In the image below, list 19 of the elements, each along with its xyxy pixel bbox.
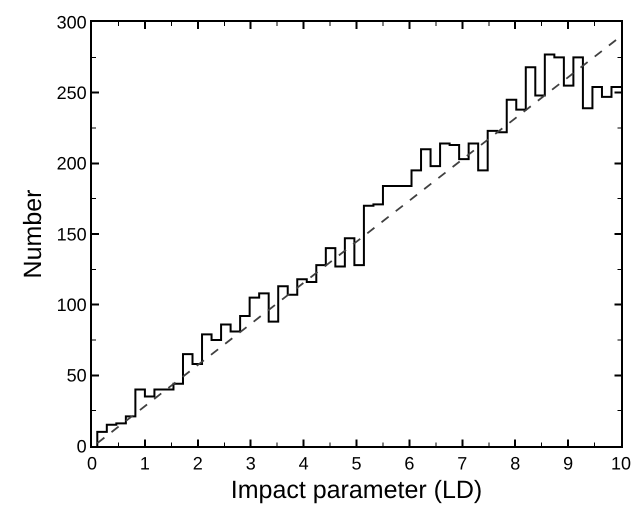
y-axis-title: Number bbox=[18, 190, 47, 278]
x-tick-label: 7 bbox=[457, 453, 468, 474]
x-tick-label: 5 bbox=[351, 453, 362, 474]
x-tick-label: 3 bbox=[246, 453, 256, 474]
x-axis-title: Impact parameter (LD) bbox=[230, 476, 482, 504]
x-tick-label: 4 bbox=[298, 453, 309, 474]
y-tick-label: 200 bbox=[56, 154, 87, 174]
x-tick-label: 10 bbox=[610, 453, 632, 474]
y-tick-label: 50 bbox=[66, 366, 87, 386]
y-tick-label: 300 bbox=[56, 12, 87, 32]
y-tick-label: 150 bbox=[56, 224, 87, 244]
y-tick-label: 0 bbox=[76, 436, 87, 456]
x-tick-label: 9 bbox=[563, 453, 574, 474]
x-tick-label: 8 bbox=[510, 453, 520, 474]
x-tick-label: 1 bbox=[140, 453, 150, 474]
x-tick-label: 6 bbox=[404, 453, 414, 474]
x-tick-label: 2 bbox=[192, 453, 203, 474]
y-tick-label: 250 bbox=[56, 82, 87, 103]
y-tick-label: 100 bbox=[56, 294, 87, 315]
